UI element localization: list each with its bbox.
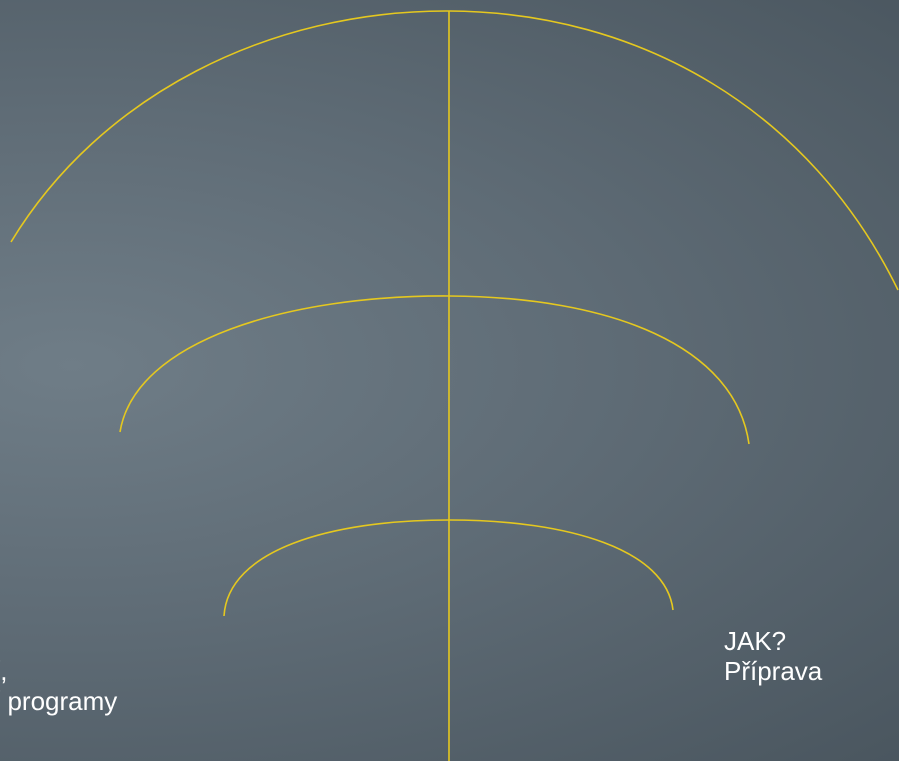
right-label: JAK? Příprava xyxy=(724,626,822,686)
left-label: í, í programy xyxy=(0,656,117,716)
left-label-line-1: í, xyxy=(0,656,8,686)
outer-arc xyxy=(10,10,899,291)
middle-arc xyxy=(119,295,750,445)
left-label-line-2: í programy xyxy=(0,686,118,716)
right-label-line-1: JAK? xyxy=(724,626,787,656)
right-label-line-2: Příprava xyxy=(724,656,823,686)
